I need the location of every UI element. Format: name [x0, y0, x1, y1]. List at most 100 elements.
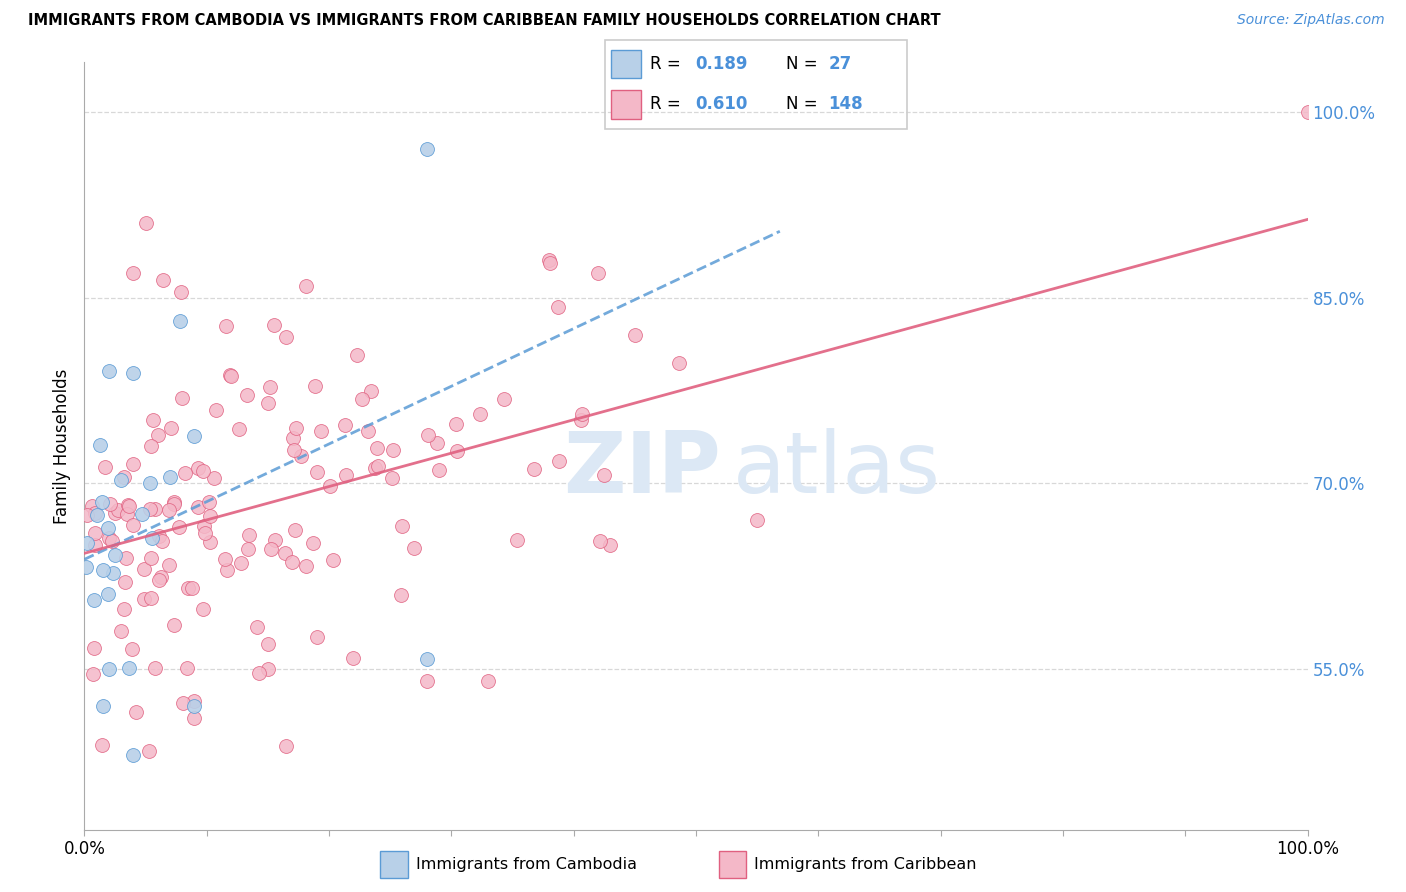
- Point: [333, 417, 356, 432]
- Point: [236, 542, 259, 557]
- Point: [257, 662, 280, 676]
- Point: [389, 588, 412, 602]
- Point: [569, 413, 592, 427]
- Point: [215, 318, 238, 333]
- Point: [624, 327, 647, 342]
- Point: [599, 538, 621, 552]
- Point: [523, 462, 546, 476]
- Point: [404, 541, 426, 556]
- Point: [586, 266, 609, 280]
- Point: [593, 468, 616, 483]
- FancyBboxPatch shape: [380, 851, 408, 878]
- Point: [180, 582, 202, 596]
- Point: [319, 478, 342, 492]
- Point: [191, 465, 214, 479]
- Point: [139, 476, 162, 491]
- Point: [444, 417, 467, 432]
- Text: IMMIGRANTS FROM CAMBODIA VS IMMIGRANTS FROM CARIBBEAN FAMILY HOUSEHOLDS CORRELAT: IMMIGRANTS FROM CAMBODIA VS IMMIGRANTS F…: [28, 13, 941, 29]
- Point: [505, 533, 527, 547]
- Point: [152, 272, 174, 286]
- Point: [97, 662, 120, 676]
- Point: [91, 739, 114, 753]
- Point: [91, 563, 114, 577]
- Point: [143, 502, 166, 516]
- Point: [367, 458, 389, 473]
- Point: [205, 403, 228, 417]
- Point: [416, 427, 439, 442]
- Point: [183, 711, 205, 725]
- Point: [176, 661, 198, 675]
- Point: [238, 528, 260, 542]
- Point: [260, 542, 283, 557]
- Point: [118, 499, 141, 513]
- Point: [82, 667, 104, 681]
- Point: [416, 652, 439, 666]
- Point: [246, 620, 269, 634]
- Point: [198, 508, 221, 523]
- Point: [588, 534, 610, 549]
- Text: Immigrants from Caribbean: Immigrants from Caribbean: [754, 857, 977, 871]
- Text: R =: R =: [650, 95, 686, 113]
- Point: [170, 285, 193, 299]
- Point: [117, 499, 139, 513]
- Point: [115, 507, 138, 521]
- Point: [114, 575, 136, 590]
- Point: [83, 641, 105, 656]
- Text: Source: ZipAtlas.com: Source: ZipAtlas.com: [1237, 13, 1385, 28]
- Point: [94, 460, 117, 475]
- Point: [163, 497, 186, 511]
- Point: [159, 421, 181, 435]
- Point: [538, 256, 561, 270]
- Point: [477, 674, 499, 689]
- Point: [538, 253, 561, 268]
- Point: [157, 558, 180, 572]
- Point: [193, 519, 215, 533]
- Point: [214, 552, 236, 566]
- Point: [1296, 104, 1319, 119]
- Text: atlas: atlas: [733, 427, 941, 510]
- Point: [202, 471, 225, 485]
- Point: [391, 519, 413, 533]
- Text: 148: 148: [828, 95, 863, 113]
- Point: [492, 392, 515, 406]
- Point: [157, 503, 180, 517]
- Point: [381, 470, 404, 484]
- Point: [177, 581, 200, 595]
- Point: [285, 421, 308, 435]
- Point: [114, 551, 136, 566]
- Point: [110, 624, 132, 638]
- Point: [162, 618, 184, 632]
- Point: [193, 602, 215, 616]
- Point: [228, 422, 250, 436]
- Point: [548, 454, 571, 468]
- Point: [446, 444, 468, 458]
- Point: [122, 748, 145, 763]
- Point: [96, 521, 118, 535]
- Point: [360, 384, 382, 398]
- Point: [141, 531, 163, 545]
- Point: [142, 412, 165, 426]
- Point: [426, 436, 449, 450]
- Point: [80, 499, 103, 513]
- Point: [148, 529, 170, 543]
- Point: [110, 473, 132, 487]
- Point: [84, 526, 107, 541]
- Point: [305, 630, 328, 644]
- Point: [134, 561, 156, 575]
- Point: [283, 442, 305, 457]
- Point: [304, 379, 326, 393]
- FancyBboxPatch shape: [610, 90, 641, 119]
- Point: [571, 407, 593, 421]
- Point: [112, 470, 135, 484]
- Point: [76, 508, 98, 523]
- Point: [139, 591, 162, 605]
- Point: [134, 591, 156, 606]
- Point: [295, 279, 318, 293]
- Point: [416, 142, 439, 156]
- Point: [309, 424, 332, 438]
- Point: [174, 467, 197, 481]
- Point: [122, 266, 145, 280]
- Point: [121, 641, 143, 656]
- Point: [294, 558, 316, 573]
- Point: [217, 563, 239, 577]
